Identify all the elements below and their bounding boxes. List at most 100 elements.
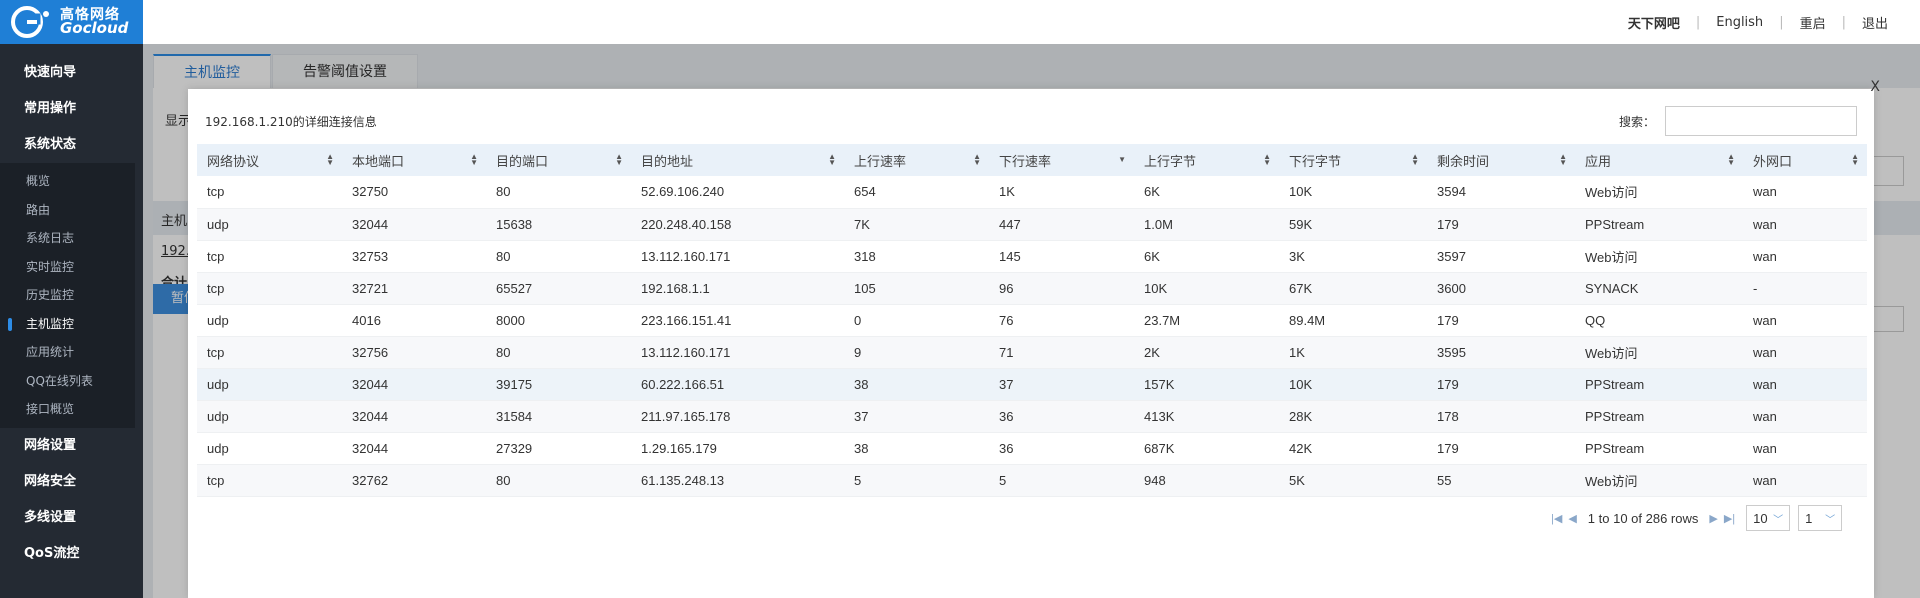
wan-port-cell: wan <box>1743 464 1867 496</box>
column-header-down-rate[interactable]: 下行速率 ▼ <box>989 144 1134 176</box>
modal-title: 192.168.1.210的详细连接信息 <box>205 115 377 129</box>
dest-address-cell: 60.222.166.51 <box>631 368 844 400</box>
connection-table: 网络协议 ▲ ▼ 本地端口 ▲ ▼ 目的端口 ▲ ▼ 目的地址 ▲ ▼ 上行速率 ▲ ▼ 下行速率 ▼… <box>197 144 1867 497</box>
up-rate-cell: 38 <box>854 440 869 456</box>
up-bytes-cell: 948 <box>1134 464 1279 496</box>
sidebar-item-common-ops[interactable]: 常用操作 <box>24 101 77 116</box>
first-page-icon[interactable]: |◀ <box>1551 512 1563 525</box>
column-header-application[interactable]: 应用 ▲ ▼ <box>1575 144 1743 176</box>
column-header-remaining-time[interactable]: 剩余时间 ▲ ▼ <box>1427 144 1575 176</box>
application-cell: Web访问 <box>1585 185 1638 201</box>
table-row[interactable]: udp 32044 39175 60.222.166.51 38 37 157K 10K 179… <box>197 368 1867 400</box>
down-rate-cell: 76 <box>999 312 1014 328</box>
table-row[interactable]: tcp 32721 65527 192.168.1.1 105 96 10K 67K 3600 S… <box>197 272 1867 304</box>
ip-link-fragment[interactable]: 192. <box>161 244 190 259</box>
down-bytes-cell: 10K <box>1279 368 1427 400</box>
up-bytes-cell: 1.0M <box>1134 208 1279 240</box>
table-row[interactable]: udp 32044 31584 211.97.165.178 37 36 413K 28K 17… <box>197 400 1867 432</box>
table-row[interactable]: udp 32044 27329 1.29.165.179 38 36 687K 42K 179 P… <box>197 432 1867 464</box>
application-cell: PPStream <box>1575 208 1743 240</box>
column-header-down-bytes[interactable]: 下行字节 ▲ ▼ <box>1279 144 1427 176</box>
sidebar-item-multiline[interactable]: 多线设置 <box>24 509 77 525</box>
dest-port-cell: 8000 <box>496 312 525 328</box>
sidebar-item-network-security[interactable]: 网络安全 <box>24 473 77 489</box>
sidebar-subitem-overview[interactable]: 概览 <box>26 174 51 188</box>
tab-alert-threshold[interactable]: 告警阈值设置 <box>272 54 418 88</box>
table-row[interactable]: tcp 32762 80 61.135.248.13 5 5 948 5K 55 Web访问 wan <box>197 464 1867 496</box>
wan-port-cell: wan <box>1753 440 1777 456</box>
sidebar-item-qos[interactable]: QoS流控 <box>24 545 80 561</box>
close-button[interactable]: X <box>1870 79 1880 95</box>
application-cell: SYNACK <box>1575 272 1743 304</box>
sidebar-subitem-interface-overview[interactable]: 接口概览 <box>26 402 75 416</box>
column-header-up-bytes[interactable]: 上行字节 ▲ ▼ <box>1134 144 1279 176</box>
table-row[interactable]: tcp 32750 80 52.69.106.240 654 1K 6K 10K 3594 Web… <box>197 176 1867 208</box>
local-port-cell: 32756 <box>342 336 486 368</box>
next-page-icon[interactable]: ▶ <box>1709 512 1718 525</box>
sidebar-subitem-qq-online[interactable]: QQ在线列表 <box>26 373 93 388</box>
column-header-wan-port[interactable]: 外网口 ▲ ▼ <box>1743 144 1867 176</box>
sidebar-subitem-route[interactable]: 路由 <box>26 202 51 217</box>
language-link[interactable]: English <box>1716 14 1764 30</box>
column-header-dest-port[interactable]: 目的端口 ▲ ▼ <box>486 144 631 176</box>
search-input[interactable] <box>1665 106 1857 136</box>
dest-address-cell: 13.112.160.171 <box>641 248 731 264</box>
remaining-time-cell: 179 <box>1427 368 1575 400</box>
protocol-cell: tcp <box>197 336 342 368</box>
up-bytes-cell: 10K <box>1134 272 1279 304</box>
up-rate-cell: 9 <box>844 336 989 368</box>
dest-address-cell: 211.97.165.178 <box>631 400 844 432</box>
application-cell: PPStream <box>1585 440 1645 456</box>
column-header-dest-address[interactable]: 目的地址 ▲ ▼ <box>631 144 844 176</box>
prev-page-icon[interactable]: ◀ <box>1568 512 1577 525</box>
logout-link[interactable]: 退出 <box>1861 16 1888 32</box>
dest-address-cell: 1.29.165.179 <box>641 440 717 456</box>
table-row[interactable]: udp 4016 8000 223.166.151.41 0 76 23.7M 89.4M 17… <box>197 304 1867 336</box>
column-header-up-rate[interactable]: 上行速率 ▲ ▼ <box>844 144 989 176</box>
remaining-time-cell: 179 <box>1437 440 1459 456</box>
down-bytes-cell: 10K <box>1289 184 1313 200</box>
sidebar-subitem-realtime-monitor[interactable]: 实时监控 <box>26 259 75 274</box>
reboot-link[interactable]: 重启 <box>1799 16 1826 32</box>
wan-port-cell: wan <box>1753 184 1777 200</box>
sidebar-subitem-history-monitor[interactable]: 历史监控 <box>26 288 75 302</box>
up-rate-cell: 37 <box>844 400 989 432</box>
sort-icon: ▲ ▼ <box>1263 152 1271 167</box>
table-row[interactable]: tcp 32756 80 13.112.160.171 9 71 2K 1K 3595 Web访问… <box>197 336 1867 368</box>
sidebar: 快速向导 常用操作 系统状态 概览 路由 系统日志 实时监控 历史监控 主机监控… <box>0 44 143 598</box>
protocol-cell: tcp <box>197 272 342 304</box>
dest-port-cell: 27329 <box>496 440 533 456</box>
page-number-select[interactable]: 1 ﹀ <box>1798 505 1843 531</box>
table-row[interactable]: tcp 32753 80 13.112.160.171 318 145 6K 3K 3597 We… <box>197 240 1867 272</box>
column-header-local-port[interactable]: 本地端口 ▲ ▼ <box>342 144 486 176</box>
sidebar-item-system-status[interactable]: 系统状态 <box>24 137 77 152</box>
dest-address-cell: 192.168.1.1 <box>631 272 844 304</box>
down-rate-cell: 96 <box>989 272 1134 304</box>
wan-port-cell: wan <box>1743 368 1867 400</box>
tab-host-monitor[interactable]: 主机监控 <box>153 54 271 88</box>
sidebar-item-quick-guide[interactable]: 快速向导 <box>24 65 77 80</box>
sort-icon: ▲ ▼ <box>1851 152 1859 167</box>
top-bar: 天下网吧 | English | 重启 | 退出 <box>143 0 1920 44</box>
sidebar-item-network-settings[interactable]: 网络设置 <box>24 437 77 453</box>
page-size-select[interactable]: 10 ﹀ <box>1746 505 1791 531</box>
sidebar-subitem-app-stats[interactable]: 应用统计 <box>26 345 75 359</box>
table-row[interactable]: udp 32044 15638 220.248.40.158 7K 447 1.0M 59K 1… <box>197 208 1867 240</box>
wan-port-cell: - <box>1743 272 1867 304</box>
sidebar-subitem-system-log[interactable]: 系统日志 <box>26 231 75 245</box>
protocol-cell: tcp <box>207 184 225 200</box>
site-name-link[interactable]: 天下网吧 <box>1627 16 1680 32</box>
up-rate-cell: 0 <box>854 312 862 328</box>
dest-address-cell: 220.248.40.158 <box>631 208 844 240</box>
up-bytes-cell: 6K <box>1144 184 1160 200</box>
down-bytes-cell: 42K <box>1289 440 1313 456</box>
column-header-protocol[interactable]: 网络协议 ▲ ▼ <box>197 144 342 176</box>
last-page-icon[interactable]: ▶| <box>1723 512 1736 525</box>
sort-icon: ▲ ▼ <box>1559 152 1567 167</box>
wan-port-cell: wan <box>1743 208 1867 240</box>
dest-address-cell: 61.135.248.13 <box>631 464 844 496</box>
sidebar-subitem-host-monitor[interactable]: 主机监控 <box>0 310 135 339</box>
local-port-cell: 32044 <box>342 368 486 400</box>
host-header-fragment: 主机 <box>161 214 188 229</box>
nav-divider: | <box>1779 14 1784 30</box>
